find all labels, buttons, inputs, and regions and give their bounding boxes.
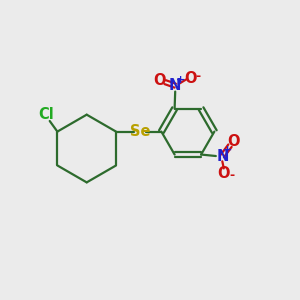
Text: Se: Se [130, 124, 150, 139]
Text: Cl: Cl [38, 107, 54, 122]
Text: -: - [229, 169, 234, 182]
Text: O: O [227, 134, 240, 149]
Text: N: N [169, 78, 182, 93]
Text: O: O [184, 71, 197, 86]
Text: +: + [223, 146, 232, 155]
Text: N: N [216, 148, 229, 164]
Text: +: + [176, 75, 185, 85]
Text: -: - [195, 70, 200, 83]
Text: O: O [218, 166, 230, 181]
Text: O: O [154, 73, 166, 88]
